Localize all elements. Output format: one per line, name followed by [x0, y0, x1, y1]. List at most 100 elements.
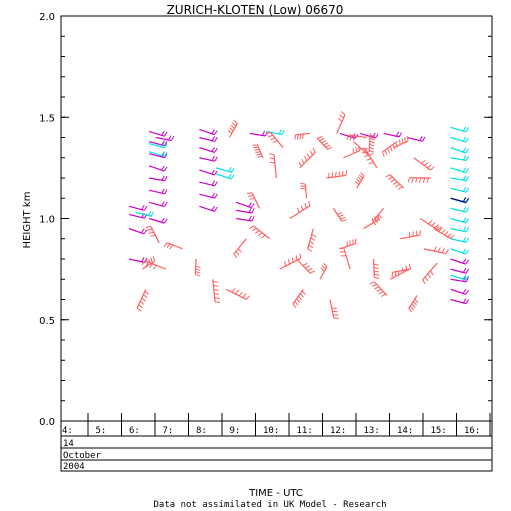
- x-axis: 4: 5: 6: 7: 8: 9: 10: 11: 12: 13: 14: 15: 16:: [60, 413, 493, 437]
- wind-barb: [236, 215, 255, 222]
- wind-barb: [148, 201, 168, 208]
- wind-barb: [225, 288, 251, 300]
- wind-barb: [450, 206, 469, 213]
- wind-barb: [450, 126, 469, 133]
- wind-barb: [215, 173, 235, 180]
- x-tick-label: 4:: [62, 426, 73, 436]
- wind-barb: [383, 131, 402, 138]
- wind-barb: [450, 248, 469, 255]
- wind-barb: [145, 225, 160, 244]
- date-row-year-box: [60, 459, 493, 472]
- y-tick-label: 2.0: [39, 12, 55, 23]
- wind-barb: [369, 281, 388, 297]
- wind-barb: [338, 247, 351, 270]
- x-tick-label: 6:: [129, 426, 140, 436]
- wind-barb: [450, 197, 469, 203]
- wind-barb: [148, 151, 168, 158]
- x-tick-label: 11:: [297, 426, 313, 436]
- y-tick-label: 0.5: [39, 316, 55, 327]
- x-tick-label: 16:: [464, 426, 480, 436]
- wind-barb: [343, 145, 361, 159]
- x-tick-label: 13:: [364, 426, 380, 436]
- wind-barb: [372, 258, 380, 280]
- x-axis-label: TIME - UTC: [248, 488, 303, 499]
- wind-barb: [372, 207, 385, 226]
- wind-barb: [329, 299, 339, 319]
- wind-barb: [199, 147, 218, 153]
- wind-barb: [199, 155, 218, 162]
- wind-barb: [148, 140, 168, 147]
- wind-barb: [359, 147, 378, 169]
- wind-barb: [450, 217, 469, 224]
- y-tick-label: 1.0: [39, 215, 55, 226]
- wind-barb: [199, 180, 218, 187]
- wind-barb: [136, 289, 150, 312]
- date-row-month: October: [63, 451, 102, 461]
- x-tick-label: 8:: [196, 426, 207, 436]
- wind-barb: [249, 225, 271, 240]
- wind-barb: [148, 130, 168, 137]
- wind-barb: [300, 182, 308, 199]
- wind-barb: [339, 238, 357, 250]
- wind-barb: [128, 228, 148, 235]
- wind-barb: [450, 226, 469, 233]
- wind-barb: [407, 177, 431, 183]
- y-axis: 0.0 0.5 1.0 1.5 2.0: [39, 12, 492, 428]
- wind-barb: [148, 165, 168, 172]
- wind-barb: [265, 131, 284, 149]
- wind-barb: [319, 262, 328, 280]
- wind-barb: [128, 257, 148, 264]
- wind-barb: [148, 142, 168, 149]
- wind-barb: [423, 246, 449, 255]
- x-tick-label: 7:: [163, 426, 174, 436]
- wind-barb: [233, 238, 247, 259]
- wind-barb: [381, 141, 398, 157]
- wind-barb: [450, 274, 469, 281]
- wind-barb: [199, 205, 218, 212]
- wind-barbs: [128, 111, 469, 319]
- wind-barb: [194, 258, 201, 277]
- wind-barb: [400, 230, 421, 240]
- x-tick-label: 10:: [263, 426, 279, 436]
- wind-barb: [450, 298, 469, 305]
- wind-barb: [393, 136, 409, 149]
- chart-title: ZURICH-KLOTEN (Low) 06670: [167, 3, 344, 17]
- x-tick-label: 15:: [431, 426, 447, 436]
- y-axis-label: HEIGHT km: [22, 192, 33, 249]
- wind-barb: [332, 208, 347, 222]
- wind-barb: [249, 130, 268, 137]
- wind-barb: [450, 136, 469, 143]
- wind-barb: [235, 201, 255, 209]
- wind-barb: [450, 147, 469, 154]
- wind-barb: [298, 147, 316, 169]
- wind-barb: [450, 258, 469, 265]
- wind-barb: [420, 218, 442, 231]
- footnote: Data not assimilated in UK Model - Resea…: [154, 500, 387, 510]
- wind-barb: [450, 267, 469, 274]
- wind-barb: [346, 134, 367, 141]
- wind-barb: [292, 289, 306, 309]
- wind-barb: [215, 167, 235, 173]
- wind-barb: [450, 167, 469, 174]
- wind-barb: [450, 236, 469, 243]
- wind-barb: [385, 174, 405, 190]
- wind-barb: [199, 169, 218, 176]
- wind-barb: [408, 295, 419, 313]
- wind-barb: [199, 136, 218, 143]
- wind-barb: [422, 262, 438, 285]
- wind-barb: [148, 188, 168, 195]
- wind-barb: [450, 175, 469, 182]
- x-tick-label: 12:: [330, 426, 346, 436]
- wind-barb: [148, 217, 168, 224]
- wind-barb: [368, 133, 375, 153]
- wind-barb: [212, 279, 221, 303]
- wind-barb: [135, 210, 155, 217]
- x-tick-label: 5:: [96, 426, 107, 436]
- y-tick-label: 1.5: [39, 113, 55, 124]
- wind-barb: [155, 135, 175, 142]
- wind-barb: [413, 157, 435, 171]
- wind-barb: [336, 111, 346, 134]
- y-tick-label: 0.0: [39, 417, 55, 428]
- wind-barb: [391, 268, 411, 278]
